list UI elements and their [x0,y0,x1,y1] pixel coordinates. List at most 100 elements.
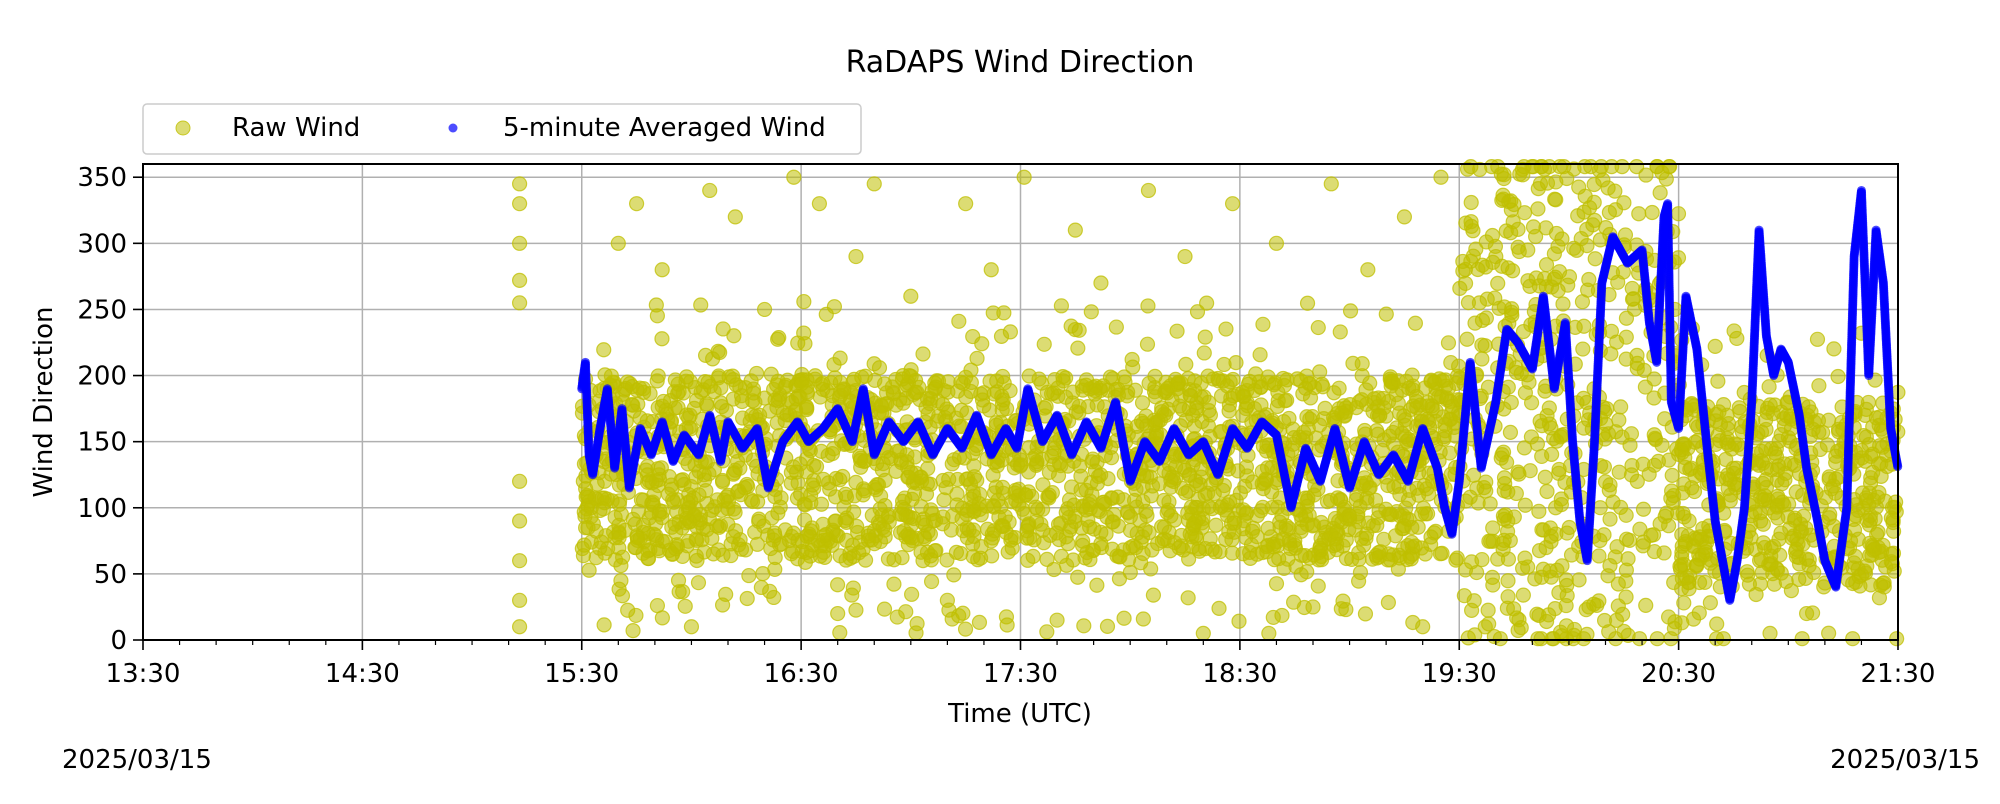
raw-wind-point [1577,391,1591,405]
raw-wind-point [974,551,988,565]
raw-wind-point [990,459,1004,473]
raw-wind-point [1580,239,1594,253]
raw-wind-point [1077,619,1091,633]
raw-wind-point [1381,479,1395,493]
raw-wind-point [1239,531,1253,545]
raw-wind-point [947,568,961,582]
raw-wind-point [715,400,729,414]
raw-wind-point [513,296,527,310]
raw-wind-point [1047,563,1061,577]
raw-wind-point [1254,398,1268,412]
raw-wind-point [513,514,527,528]
raw-wind-point [1017,507,1031,521]
raw-wind-point [1601,181,1615,195]
raw-wind-point [1094,276,1108,290]
raw-wind-point [1677,596,1691,610]
raw-wind-point [1300,410,1314,424]
raw-wind-point [1660,506,1674,520]
raw-wind-point [1675,546,1689,560]
raw-wind-point [721,488,735,502]
raw-wind-point [1408,316,1422,330]
raw-wind-point [1212,601,1226,615]
raw-wind-point [1250,509,1264,523]
raw-wind-point [1602,205,1616,219]
raw-wind-point [904,289,918,303]
raw-wind-point [1461,296,1475,310]
raw-wind-point [1398,413,1412,427]
raw-wind-point [812,197,826,211]
raw-wind-point [1333,325,1347,339]
raw-wind-point [1475,313,1489,327]
raw-wind-point [1671,251,1685,265]
raw-wind-point [1418,547,1432,561]
raw-wind-point [1136,396,1150,410]
raw-wind-point [897,524,911,538]
raw-wind-point [1453,281,1467,295]
raw-wind-point [825,389,839,403]
raw-wind-point [597,343,611,357]
raw-wind-point [1139,504,1153,518]
raw-wind-point [1540,258,1554,272]
raw-wind-point [1482,534,1496,548]
raw-wind-point [1253,348,1267,362]
raw-wind-point [1874,457,1888,471]
raw-wind-point [731,454,745,468]
raw-wind-point [1491,276,1505,290]
raw-wind-point [829,528,843,542]
raw-wind-point [1043,528,1057,542]
raw-wind-point [882,451,896,465]
raw-wind-point [1001,545,1015,559]
raw-wind-point [905,587,919,601]
raw-wind-point [1826,479,1840,493]
raw-wind-point [703,379,717,393]
raw-wind-point [1559,619,1573,633]
raw-wind-point [1404,552,1418,566]
raw-wind-point [1201,419,1215,433]
raw-wind-point [1157,493,1171,507]
raw-wind-point [1429,524,1443,538]
raw-wind-point [682,488,696,502]
raw-wind-point [1128,494,1142,508]
raw-wind-point [513,273,527,287]
raw-wind-point [513,474,527,488]
raw-wind-point [621,603,635,617]
raw-wind-point [1050,613,1064,627]
raw-wind-point [1489,250,1503,264]
raw-wind-point [980,499,994,513]
raw-wind-point [1621,552,1635,566]
raw-wind-point [1051,381,1065,395]
raw-wind-point [995,329,1009,343]
raw-wind-point [1306,600,1320,614]
raw-wind-point [630,197,644,211]
raw-wind-point [1083,520,1097,534]
raw-wind-point [1719,472,1733,486]
raw-wind-point [970,351,984,365]
raw-wind-point [1352,574,1366,588]
raw-wind-point [833,473,847,487]
raw-wind-point [1531,202,1545,216]
raw-wind-point [1042,491,1056,505]
raw-wind-point [825,447,839,461]
raw-wind-point [1355,531,1369,545]
raw-wind-point [1202,404,1216,418]
raw-wind-point [1518,498,1532,512]
raw-wind-point [1540,485,1554,499]
raw-wind-point [867,177,881,191]
raw-wind-point [1521,274,1535,288]
raw-wind-point [1083,502,1097,516]
raw-wind-point [1711,374,1725,388]
raw-wind-point [1630,362,1644,376]
raw-wind-point [945,457,959,471]
raw-wind-point [670,505,684,519]
raw-wind-point [688,509,702,523]
raw-wind-point [1876,538,1890,552]
raw-wind-point [1475,338,1489,352]
raw-wind-point [1575,295,1589,309]
raw-wind-point [626,624,640,638]
raw-wind-point [798,337,812,351]
raw-wind-point [1200,296,1214,310]
raw-wind-point [1269,236,1283,250]
raw-wind-point [582,563,596,577]
raw-wind-point [1441,336,1455,350]
raw-wind-point [1000,618,1014,632]
